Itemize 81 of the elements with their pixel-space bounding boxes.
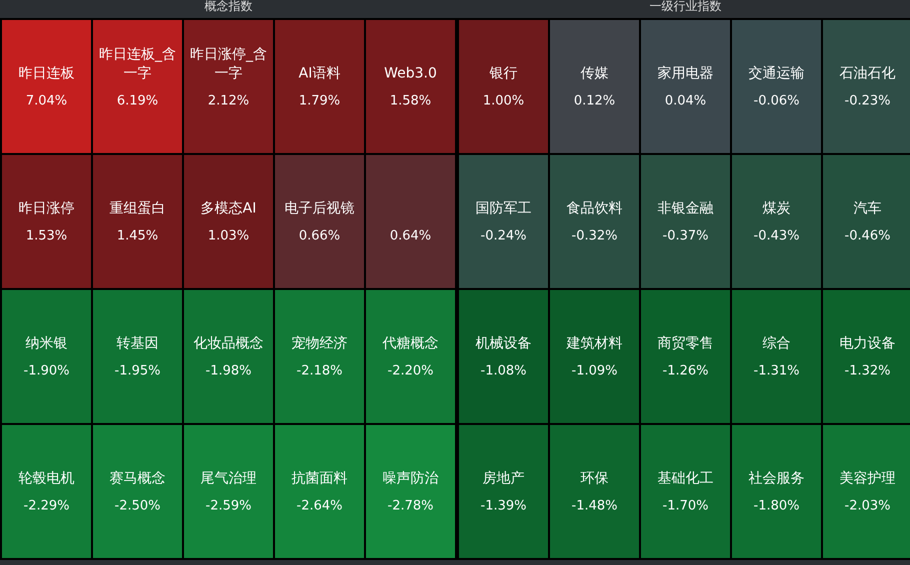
category-label: 美容护理 xyxy=(840,470,896,486)
data-label: 0.12% xyxy=(574,94,616,108)
category-label: 电力设备 xyxy=(840,336,896,352)
category-label: 非银金融 xyxy=(658,200,714,216)
category-label: 银行 xyxy=(488,66,518,82)
data-label: -0.24% xyxy=(480,228,526,244)
category-label: 房地产 xyxy=(482,470,524,486)
category-label: 传媒 xyxy=(580,66,608,82)
data-label: -2.50% xyxy=(114,498,160,514)
data-label: -1.90% xyxy=(24,364,70,378)
data-label: -1.70% xyxy=(662,498,708,514)
data-label: -1.32% xyxy=(844,364,890,378)
data-label: 1.03% xyxy=(208,228,250,244)
data-label: -0.37% xyxy=(662,228,708,244)
data-label: 6.19% xyxy=(116,94,158,108)
category-label: 综合 xyxy=(762,336,790,352)
category-label: 昨日连板 xyxy=(18,66,74,82)
category-label: 家用电器 xyxy=(658,66,714,82)
data-label: -2.59% xyxy=(206,498,252,514)
category-label: 社会服务 xyxy=(748,470,804,486)
data-label: 1.79% xyxy=(298,94,340,108)
data-label: -0.43% xyxy=(754,228,800,244)
category-label: 汽车 xyxy=(854,200,882,216)
category-label: 交通运输 xyxy=(748,66,804,82)
data-label: -0.46% xyxy=(844,228,890,244)
category-label: 昨日连板_含一字 xyxy=(99,46,176,82)
data-label: -1.09% xyxy=(572,364,618,378)
category-label: 机械设备 xyxy=(476,336,532,352)
text: 概念指数 xyxy=(204,0,252,13)
category-label: 赛马概念 xyxy=(110,470,166,486)
category-label: 重组蛋白 xyxy=(110,200,166,216)
category-label: 转基因 xyxy=(116,336,158,352)
category-label: 环保 xyxy=(580,470,608,486)
category-label: 轮毂电机 xyxy=(18,470,74,486)
category-label: 抗菌面料 xyxy=(292,470,348,486)
data-label: -1.48% xyxy=(572,498,618,514)
category-label: 噪声防治 xyxy=(382,470,438,486)
data-label: 7.04% xyxy=(26,94,68,108)
data-label: -1.95% xyxy=(114,364,160,378)
category-label: 建筑材料 xyxy=(566,336,622,352)
data-label: -2.64% xyxy=(296,498,342,514)
data-label: -1.08% xyxy=(480,364,526,378)
category-label: 石油石化 xyxy=(840,66,896,82)
category-label: 多模态AI xyxy=(200,200,256,216)
data-label: -1.98% xyxy=(206,364,252,378)
category-label: 国防军工 xyxy=(476,200,532,216)
data-label: -2.78% xyxy=(388,498,434,514)
data-label: 0.66% xyxy=(298,228,340,244)
category-label: 昨日涨停_含一字 xyxy=(190,46,267,82)
category-label: 基础化工 xyxy=(658,470,714,486)
category-label: 宠物经济 xyxy=(292,336,348,352)
category-label: 纳米银 xyxy=(26,336,68,352)
data-label: 1.58% xyxy=(390,94,432,108)
category-label: 昨日涨停 xyxy=(18,200,74,216)
category-label: 代糖概念 xyxy=(382,336,438,352)
category-label: 电子后视镜 xyxy=(284,200,354,216)
data-label: 0.04% xyxy=(664,94,706,108)
data-label: -2.20% xyxy=(388,364,434,378)
data-label: -1.31% xyxy=(754,364,800,378)
data-label: -1.80% xyxy=(754,498,800,514)
data-label: -0.32% xyxy=(572,228,618,244)
data-label: 2.12% xyxy=(208,94,250,108)
category-label: 尾气治理 xyxy=(200,470,256,486)
category-label: 商贸零售 xyxy=(658,336,714,352)
data-label: 1.45% xyxy=(116,228,158,244)
category-label: Web3.0 xyxy=(384,66,437,82)
data-label: 1.53% xyxy=(26,228,68,244)
data-label: -0.06% xyxy=(754,94,800,108)
category-label: 化妆品概念 xyxy=(194,336,264,352)
data-label: -2.03% xyxy=(844,498,890,514)
category-label: AI语料 xyxy=(298,66,340,82)
data-label: -2.18% xyxy=(296,364,342,378)
data-label: -0.23% xyxy=(844,94,890,108)
category-label: 食品饮料 xyxy=(566,200,622,216)
data-label: 0.64% xyxy=(390,228,432,244)
text: 一级行业指数 xyxy=(650,0,722,13)
data-label: 1.00% xyxy=(482,94,524,108)
data-label: -1.39% xyxy=(480,498,526,514)
data-label: -1.26% xyxy=(662,364,708,378)
category-label: 煤炭 xyxy=(762,200,790,216)
data-label: -2.29% xyxy=(24,498,70,514)
